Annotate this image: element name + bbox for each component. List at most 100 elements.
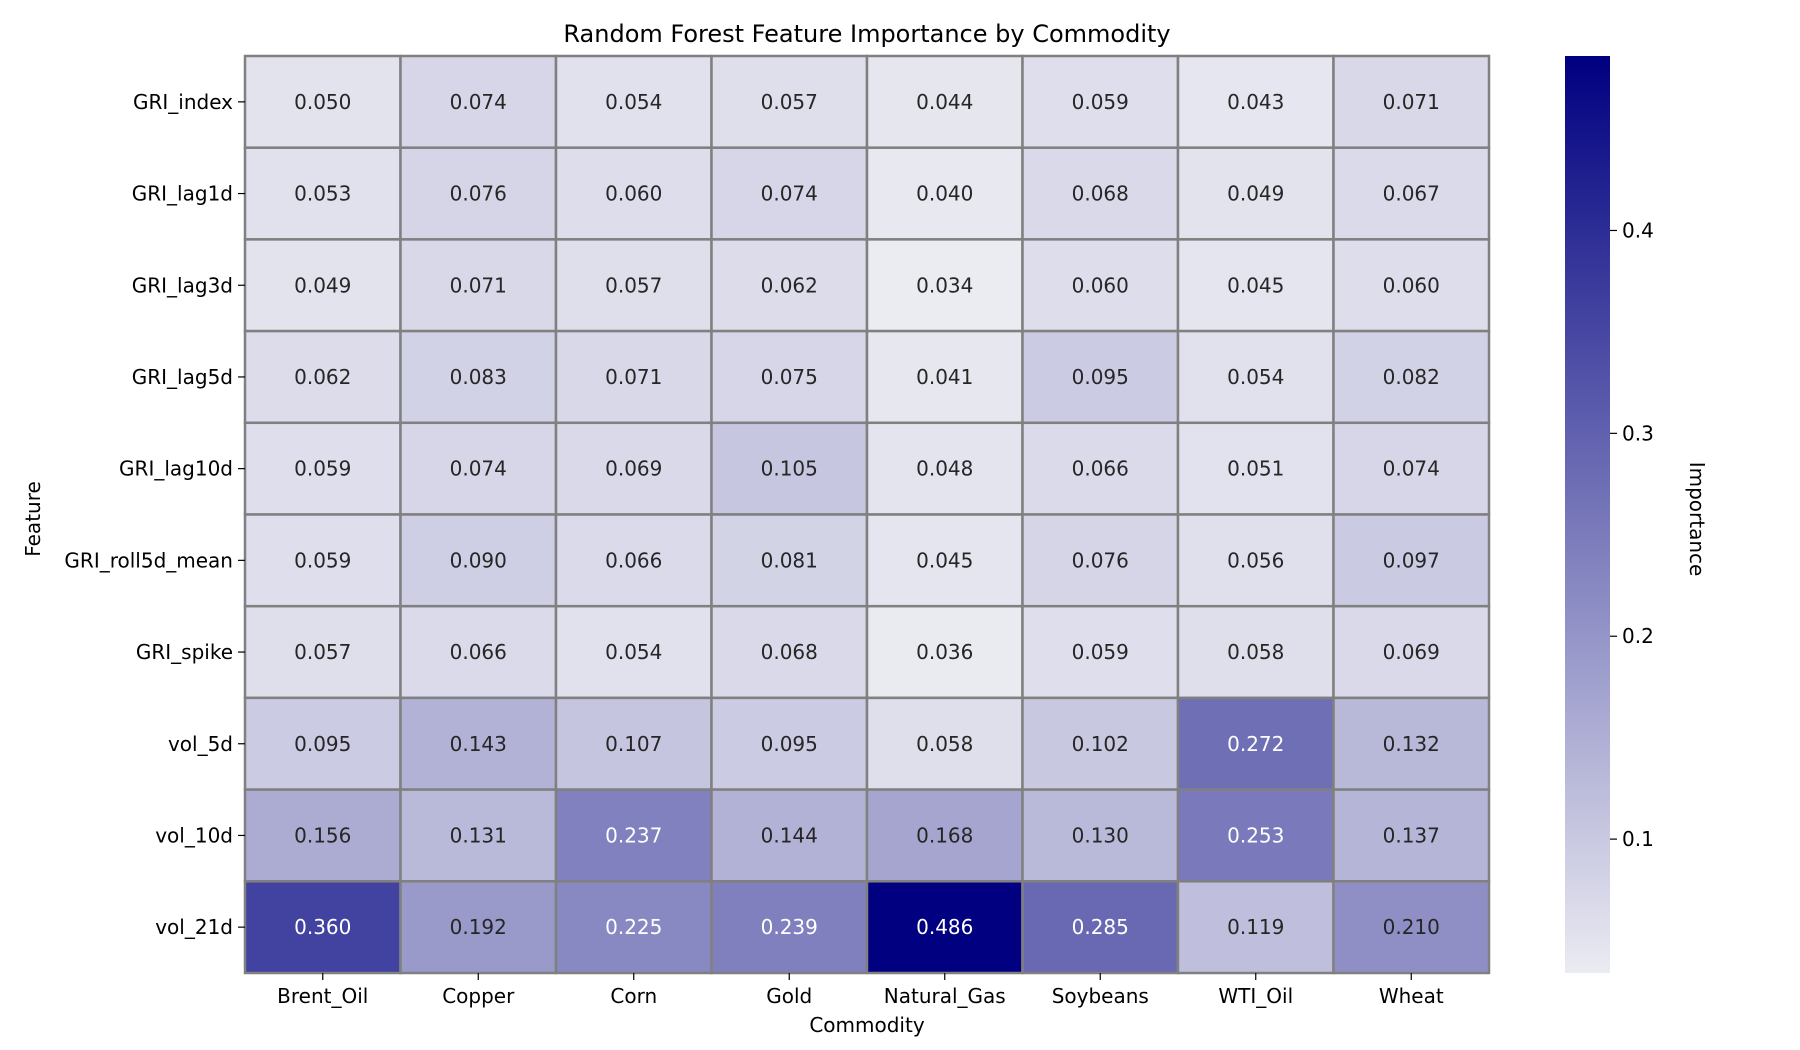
heatmap-cell — [1332, 696, 1491, 791]
cell-value-label: 0.044 — [916, 90, 973, 114]
y-tick-label: vol_21d — [155, 915, 233, 939]
y-tick-label: GRI_lag5d — [132, 365, 233, 389]
x-tick-label: Wheat — [1379, 984, 1444, 1008]
heatmap-cell — [399, 238, 558, 333]
cell-value-label: 0.253 — [1227, 823, 1284, 847]
heatmap-cell — [1332, 238, 1491, 333]
cell-value-label: 0.076 — [1072, 548, 1129, 572]
column-labels: Brent_Oil Copper Corn Gold Natural_Gas Soybea… — [277, 973, 1444, 1008]
cell-value-label: 0.066 — [605, 548, 662, 572]
cell-value-label: 0.060 — [1383, 273, 1440, 297]
heatmap-cell — [710, 788, 869, 883]
cell-value-label: 0.074 — [450, 457, 507, 481]
cell-value-label: 0.102 — [1072, 732, 1129, 756]
cell-value-label: 0.168 — [916, 823, 973, 847]
cell-value-label: 0.054 — [1227, 365, 1284, 389]
cell-value-label: 0.057 — [761, 90, 818, 114]
cell-value-label: 0.045 — [916, 548, 973, 572]
y-tick-label: vol_10d — [155, 823, 233, 847]
cell-value-label: 0.051 — [1227, 457, 1284, 481]
heatmap-cell — [865, 329, 1024, 425]
heatmap-cell — [1332, 421, 1491, 516]
y-axis-title: Feature — [21, 481, 45, 557]
heatmap-cell — [1332, 146, 1491, 241]
cell-value-label: 0.105 — [761, 457, 818, 481]
cell-value-label: 0.049 — [1227, 182, 1284, 206]
cell-value-label: 0.095 — [294, 732, 351, 756]
heatmap-cell — [399, 54, 558, 149]
heatmap-cell — [710, 146, 869, 241]
cell-value-label: 0.090 — [450, 548, 507, 572]
cell-value-label: 0.237 — [605, 823, 662, 847]
heatmap-cell — [243, 880, 402, 975]
cell-value-label: 0.057 — [294, 640, 351, 664]
cell-value-label: 0.040 — [916, 182, 973, 206]
x-tick-label: Corn — [610, 984, 657, 1008]
colorbar-title: Importance — [1685, 462, 1709, 577]
cell-value-label: 0.068 — [1072, 182, 1129, 206]
cell-value-label: 0.045 — [1227, 273, 1284, 297]
cell-value-label: 0.225 — [605, 915, 662, 939]
y-tick-label: vol_5d — [168, 732, 233, 756]
heatmap-cell — [865, 421, 1024, 516]
cell-value-label: 0.058 — [1227, 640, 1284, 664]
y-tick-label: GRI_lag1d — [132, 182, 233, 206]
row-labels: GRI_index GRI_lag1d GRI_lag3d GRI_lag5d GRI_… — [64, 90, 245, 939]
heatmap-cell — [865, 788, 1024, 883]
heatmap-cell — [710, 329, 869, 425]
cell-value-label: 0.060 — [1072, 273, 1129, 297]
heatmap-cell — [1021, 604, 1180, 700]
heatmap-cell — [1176, 329, 1335, 425]
cell-value-label: 0.075 — [761, 365, 818, 389]
heatmap-cell — [399, 513, 558, 608]
heatmap-cell — [1176, 513, 1335, 608]
heatmap-cell — [1176, 238, 1335, 333]
cell-value-label: 0.059 — [1072, 90, 1129, 114]
cell-value-label: 0.107 — [605, 732, 662, 756]
cell-value-label: 0.069 — [1383, 640, 1440, 664]
y-tick-label: GRI_roll5d_mean — [64, 548, 233, 572]
chart-title: Random Forest Feature Importance by Comm… — [563, 20, 1170, 48]
heatmap-cell — [1332, 513, 1491, 608]
cell-value-label: 0.095 — [761, 732, 818, 756]
cell-value-label: 0.041 — [916, 365, 973, 389]
x-axis-title: Commodity — [809, 1013, 924, 1037]
cell-value-label: 0.056 — [1227, 548, 1284, 572]
heatmap-cell — [1021, 880, 1180, 975]
x-tick-label: Soybeans — [1052, 984, 1149, 1008]
colorbar-tick-label: 0.1 — [1622, 827, 1654, 851]
cell-value-label: 0.272 — [1227, 732, 1284, 756]
cell-value-label: 0.156 — [294, 823, 351, 847]
cell-value-label: 0.143 — [450, 732, 507, 756]
cell-value-label: 0.074 — [1383, 457, 1440, 481]
heatmap-cell — [1332, 54, 1491, 149]
cell-value-label: 0.074 — [450, 90, 507, 114]
heatmap-cell — [554, 788, 713, 883]
colorbar — [1565, 56, 1610, 973]
cell-value-label: 0.360 — [294, 915, 351, 939]
cell-value-label: 0.034 — [916, 273, 973, 297]
cell-value-label: 0.210 — [1383, 915, 1440, 939]
cell-value-label: 0.069 — [605, 457, 662, 481]
cell-value-label: 0.066 — [1072, 457, 1129, 481]
heatmap-cell — [1021, 54, 1180, 149]
x-tick-label: Copper — [442, 984, 515, 1008]
cell-value-label: 0.119 — [1227, 915, 1284, 939]
cell-value-label: 0.036 — [916, 640, 973, 664]
cell-value-label: 0.137 — [1383, 823, 1440, 847]
heatmap-cell — [1021, 788, 1180, 883]
heatmap-cell — [399, 604, 558, 700]
cell-value-label: 0.082 — [1383, 365, 1440, 389]
cell-value-label: 0.053 — [294, 182, 351, 206]
heatmap-cell — [399, 880, 558, 975]
y-tick-label: GRI_index — [133, 90, 233, 114]
heatmap-cell — [1332, 880, 1491, 975]
cell-value-label: 0.071 — [605, 365, 662, 389]
heatmap-cell — [554, 880, 713, 975]
heatmap-cell — [710, 421, 869, 516]
heatmap-cell — [1021, 238, 1180, 333]
cell-value-label: 0.095 — [1072, 365, 1129, 389]
cell-value-label: 0.058 — [916, 732, 973, 756]
cell-value-label: 0.066 — [450, 640, 507, 664]
